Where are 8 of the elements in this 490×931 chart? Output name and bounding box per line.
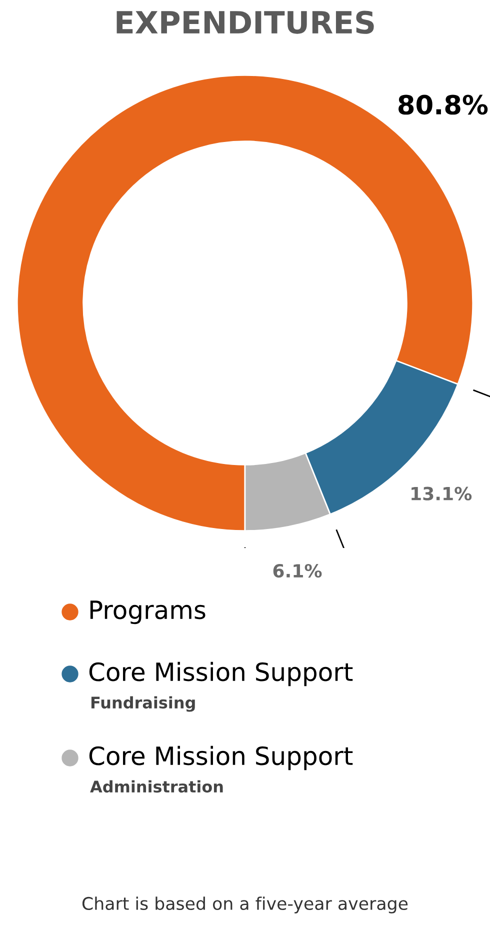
legend-label: Programs xyxy=(90,600,206,624)
legend-label: Core Mission Support Administration xyxy=(89,746,353,793)
data-label: 80.8% xyxy=(398,94,488,115)
data-label: 6.1% xyxy=(273,564,322,578)
data-label: 13.1% xyxy=(412,486,472,500)
legend-label: Core Mission Support Fundraising xyxy=(89,662,353,712)
chart-title: EXPENDITURES xyxy=(116,10,374,34)
text: Chart is based on a five-year average xyxy=(82,896,408,914)
